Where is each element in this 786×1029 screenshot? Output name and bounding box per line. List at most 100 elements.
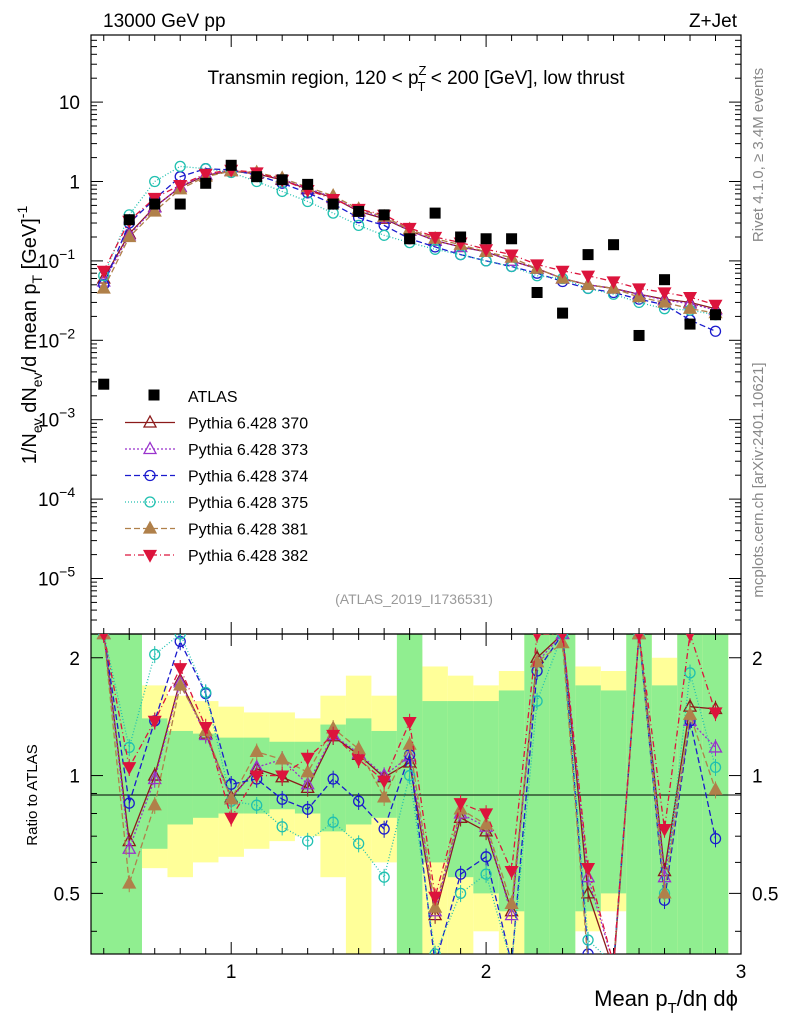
data-point: [403, 769, 416, 782]
data-point: [479, 808, 494, 822]
data-point: [454, 868, 467, 880]
data-point: [378, 229, 390, 241]
series-line: [103, 168, 716, 332]
band-green: [626, 634, 652, 954]
band-green: [600, 690, 627, 894]
data-point: [507, 959, 517, 969]
data-point: [224, 812, 239, 826]
data-point: [455, 231, 467, 243]
ratio-y-tick-label: 0.5: [752, 884, 778, 905]
data-point: [479, 823, 494, 837]
band-green: [677, 634, 703, 954]
plot-title: Transmin region, 120 < pZ T < 200 [GeV], …: [207, 63, 625, 94]
data-point: [428, 231, 443, 245]
data-point: [149, 648, 161, 661]
data-point: [302, 835, 314, 847]
data-point: [608, 960, 620, 971]
data-point: [609, 959, 619, 969]
data-point: [504, 866, 519, 879]
data-point: [99, 634, 108, 642]
data-point: [98, 378, 110, 390]
data-point: [709, 325, 722, 337]
data-point: [174, 160, 186, 173]
data-point: [428, 891, 443, 905]
data-point: [327, 816, 339, 828]
data-point: [507, 959, 517, 969]
data-point: [275, 751, 290, 765]
data-point: [708, 781, 723, 795]
data-point: [249, 770, 264, 784]
data-point: [480, 233, 492, 245]
data-point: [632, 283, 647, 297]
data-point: [122, 840, 137, 854]
data-point: [682, 300, 698, 314]
data-point: [530, 259, 545, 273]
data-point: [327, 198, 339, 210]
data-point: [144, 496, 156, 508]
data-point: [531, 286, 543, 298]
data-point: [506, 233, 518, 245]
data-point: [608, 239, 620, 251]
data-point: [123, 797, 135, 809]
data-point: [480, 868, 492, 880]
data-point: [428, 899, 443, 913]
data-point: [147, 771, 162, 785]
data-point: [142, 520, 158, 534]
data-point: [684, 667, 696, 679]
data-point: [96, 280, 111, 294]
data-point: [144, 469, 156, 482]
data-point: [174, 634, 186, 640]
data-point: [659, 274, 671, 286]
x-tick-label: 3: [736, 962, 747, 983]
data-point: [479, 816, 494, 830]
legend-label: Pythia 6.428 373: [188, 442, 308, 459]
data-point: [142, 441, 158, 455]
data-point: [708, 707, 723, 721]
data-point: [148, 389, 160, 401]
data-point: [225, 778, 237, 790]
ratio-panel-frame: [90, 633, 742, 955]
data-point: [122, 229, 137, 243]
legend-label: Pythia 6.428 370: [188, 416, 308, 433]
data-point: [685, 634, 695, 642]
data-point: [608, 958, 620, 969]
data-point: [657, 294, 672, 308]
data-point: [708, 739, 723, 753]
data-point: [300, 776, 315, 790]
data-point: [634, 634, 644, 642]
data-point: [682, 706, 698, 720]
data-point: [198, 168, 213, 182]
ratio-y-tick-label: 1: [752, 767, 763, 788]
data-point: [402, 222, 417, 236]
data-point: [608, 958, 620, 969]
data-point: [276, 174, 288, 186]
x-axis-label: Mean pT/dη dϕ: [594, 986, 738, 1017]
legend: ATLAS Pythia 6.428 370 Pythia 6.428 373 Pyt…: [125, 389, 308, 565]
data-point: [351, 754, 366, 768]
ratio-y-axis-label: Ratio to ATLAS: [24, 744, 41, 845]
data-point: [453, 809, 468, 823]
data-point: [326, 729, 341, 743]
legend-label: Pythia 6.428 382: [188, 548, 308, 565]
data-point: [300, 764, 315, 778]
data-point: [96, 265, 111, 279]
legend-label: Pythia 6.428 375: [188, 495, 308, 512]
data-point: [122, 875, 137, 889]
data-point: [505, 260, 518, 273]
y-tick-label: 10−5: [38, 564, 75, 591]
data-point: [402, 716, 417, 730]
mcplots-label: mcplots.cern.ch [arXiv:2401.10621]: [750, 362, 767, 597]
data-point: [251, 171, 263, 183]
data-point: [352, 795, 365, 807]
data-point: [581, 863, 596, 876]
data-point: [580, 869, 596, 883]
legend-label: ATLAS: [188, 389, 238, 406]
header-right: Z+Jet: [689, 11, 738, 32]
data-point: [557, 307, 569, 319]
data-point: [302, 803, 314, 815]
data-point: [276, 793, 288, 805]
data-point: [276, 821, 288, 833]
data-point: [200, 686, 212, 699]
data-point: [174, 198, 186, 210]
